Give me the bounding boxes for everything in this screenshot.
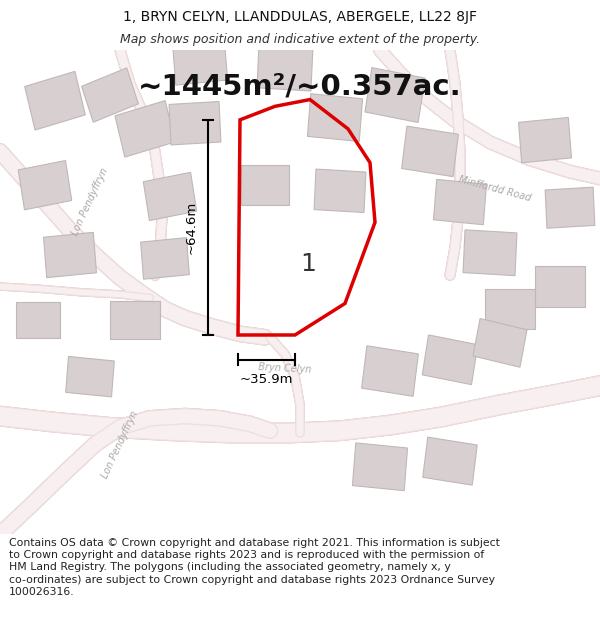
Polygon shape — [16, 302, 60, 338]
Polygon shape — [110, 301, 160, 339]
Polygon shape — [314, 169, 366, 212]
Polygon shape — [115, 101, 175, 157]
Polygon shape — [18, 161, 72, 210]
Polygon shape — [485, 289, 535, 329]
Polygon shape — [44, 232, 97, 278]
Polygon shape — [25, 71, 85, 130]
Polygon shape — [307, 94, 362, 141]
Polygon shape — [423, 437, 477, 485]
Polygon shape — [241, 166, 289, 205]
Polygon shape — [172, 38, 227, 85]
Polygon shape — [473, 319, 527, 368]
Text: ~1445m²/~0.357ac.: ~1445m²/~0.357ac. — [138, 72, 462, 100]
Polygon shape — [143, 173, 197, 221]
Polygon shape — [365, 68, 425, 122]
Text: 1: 1 — [300, 252, 316, 276]
Text: Lon Pendyffryn: Lon Pendyffryn — [70, 167, 110, 238]
Text: ~35.9m: ~35.9m — [240, 373, 293, 386]
Polygon shape — [169, 101, 221, 145]
Text: Minffordd Road: Minffordd Road — [458, 174, 532, 203]
Polygon shape — [463, 230, 517, 276]
Text: Map shows position and indicative extent of the property.: Map shows position and indicative extent… — [120, 32, 480, 46]
Text: 1, BRYN CELYN, LLANDDULAS, ABERGELE, LL22 8JF: 1, BRYN CELYN, LLANDDULAS, ABERGELE, LL2… — [123, 10, 477, 24]
Polygon shape — [535, 266, 585, 307]
Polygon shape — [422, 335, 478, 384]
Polygon shape — [257, 42, 313, 91]
Text: Contains OS data © Crown copyright and database right 2021. This information is : Contains OS data © Crown copyright and d… — [9, 538, 500, 597]
Text: ~64.6m: ~64.6m — [185, 201, 198, 254]
Polygon shape — [140, 238, 190, 279]
Text: Bryn Celyn: Bryn Celyn — [258, 362, 312, 375]
Polygon shape — [545, 187, 595, 228]
Polygon shape — [401, 126, 458, 177]
Polygon shape — [434, 179, 487, 225]
Polygon shape — [518, 118, 571, 162]
Polygon shape — [362, 346, 418, 396]
Text: Lon Pendyffryn: Lon Pendyffryn — [100, 409, 140, 479]
Polygon shape — [82, 68, 139, 122]
Polygon shape — [65, 356, 115, 397]
Polygon shape — [352, 443, 407, 491]
